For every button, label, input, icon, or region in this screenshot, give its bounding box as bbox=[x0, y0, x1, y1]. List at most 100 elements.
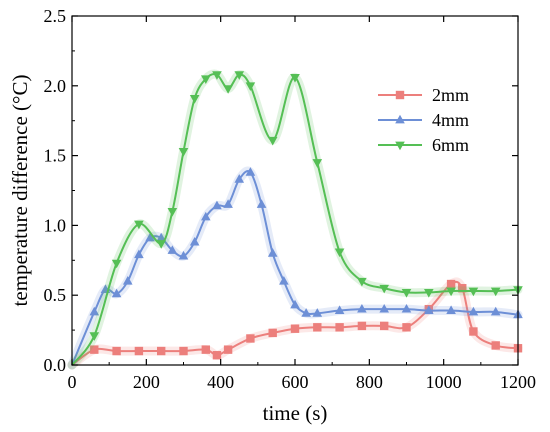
data-point-4mm bbox=[145, 232, 155, 242]
legend-label-6mm: 6mm bbox=[432, 135, 469, 155]
y-tick-label: 2.0 bbox=[44, 76, 67, 96]
legend-item-6mm: 6mm bbox=[378, 135, 469, 155]
data-point-2mm bbox=[134, 346, 144, 356]
data-point-2mm bbox=[157, 346, 166, 356]
data-point-2mm bbox=[380, 321, 389, 331]
data-point-4mm bbox=[379, 303, 389, 313]
data-point-4mm bbox=[446, 305, 456, 314]
legend-marker-4mm bbox=[395, 114, 405, 124]
legend-label-2mm: 2mm bbox=[432, 85, 469, 105]
data-point-4mm bbox=[401, 303, 412, 313]
data-point-6mm bbox=[89, 332, 100, 341]
data-point-6mm bbox=[401, 289, 412, 298]
legend-marker-shape bbox=[395, 90, 405, 100]
data-point-4mm bbox=[301, 308, 311, 317]
data-point-6mm bbox=[312, 159, 323, 168]
data-point-4mm bbox=[167, 245, 178, 254]
y-axis-title: temperature difference (°C) bbox=[8, 75, 32, 307]
y-tick-label: 1.5 bbox=[44, 146, 67, 166]
data-point-2mm bbox=[290, 324, 300, 333]
data-point-4mm bbox=[424, 305, 434, 314]
data-point-2mm bbox=[212, 351, 222, 360]
data-point-6mm bbox=[357, 277, 367, 287]
data-point-6mm bbox=[245, 82, 256, 91]
plot-layer bbox=[67, 69, 523, 370]
data-point-2mm bbox=[469, 327, 478, 336]
data-point-4mm bbox=[223, 199, 233, 208]
data-point-2mm bbox=[335, 323, 344, 332]
data-point-4mm bbox=[212, 200, 222, 210]
data-point-2mm bbox=[179, 346, 188, 356]
data-point-4mm bbox=[111, 288, 122, 298]
data-point-2mm bbox=[491, 341, 500, 350]
data-point-2mm bbox=[446, 279, 456, 289]
data-point-6mm bbox=[167, 208, 178, 217]
x-tick-label: 0 bbox=[68, 372, 77, 392]
data-point-6mm bbox=[156, 240, 166, 249]
data-point-4mm bbox=[468, 306, 479, 316]
data-point-2mm bbox=[313, 323, 322, 332]
data-point-4mm bbox=[245, 167, 256, 176]
series-6mm bbox=[67, 69, 523, 370]
legend: 2mm 4mm 6mm bbox=[378, 85, 469, 155]
legend-item-4mm: 4mm bbox=[378, 110, 469, 130]
legend-marker-6mm bbox=[395, 141, 405, 151]
x-tick-label: 1200 bbox=[500, 372, 536, 392]
data-point-6mm bbox=[424, 289, 434, 298]
data-point-6mm bbox=[111, 259, 122, 269]
x-tick-label: 1000 bbox=[426, 372, 462, 392]
data-point-6mm bbox=[379, 284, 389, 294]
series-2mm bbox=[67, 277, 523, 370]
data-point-6mm bbox=[490, 287, 501, 297]
legend-item-2mm: 2mm bbox=[378, 85, 469, 105]
data-point-6mm bbox=[446, 287, 456, 297]
data-point-6mm bbox=[189, 94, 200, 104]
data-point-6mm bbox=[267, 136, 278, 146]
y-tick-label: 0.5 bbox=[44, 285, 67, 305]
data-point-6mm bbox=[290, 74, 300, 83]
data-point-6mm bbox=[134, 220, 144, 230]
data-point-2mm bbox=[112, 346, 121, 356]
data-point-4mm bbox=[256, 199, 267, 208]
data-point-6mm bbox=[468, 287, 479, 297]
data-point-2mm bbox=[246, 334, 255, 343]
data-point-4mm bbox=[89, 306, 100, 316]
data-point-4mm bbox=[267, 248, 278, 257]
data-point-4mm bbox=[189, 236, 200, 246]
data-point-6mm bbox=[212, 71, 222, 80]
data-point-6mm bbox=[178, 148, 189, 157]
data-point-2mm bbox=[268, 328, 277, 338]
data-point-4mm bbox=[357, 303, 367, 313]
data-point-6mm bbox=[234, 71, 245, 80]
data-point-6mm bbox=[334, 248, 345, 258]
x-axis-title: time (s) bbox=[263, 401, 328, 425]
data-point-2mm bbox=[90, 345, 99, 354]
data-point-4mm bbox=[334, 305, 345, 314]
data-point-2mm bbox=[201, 345, 210, 354]
data-point-2mm bbox=[402, 323, 411, 332]
data-point-4mm bbox=[134, 249, 144, 259]
data-point-4mm bbox=[156, 232, 166, 242]
x-tick-label: 200 bbox=[133, 372, 160, 392]
series-band-4mm bbox=[67, 166, 523, 370]
data-point-4mm bbox=[290, 299, 300, 309]
y-tick-label: 1.0 bbox=[44, 215, 67, 235]
x-tick-label: 400 bbox=[207, 372, 234, 392]
data-point-4mm bbox=[201, 211, 211, 221]
y-tick-label: 2.5 bbox=[44, 6, 67, 26]
data-point-4mm bbox=[122, 276, 133, 285]
data-point-4mm bbox=[312, 308, 323, 317]
data-point-4mm bbox=[279, 276, 289, 285]
data-point-2mm bbox=[357, 321, 367, 331]
x-tick-label: 600 bbox=[282, 372, 309, 392]
series-4mm bbox=[67, 166, 523, 370]
y-tick-label: 0.0 bbox=[44, 355, 67, 375]
data-point-4mm bbox=[178, 250, 189, 260]
data-point-6mm bbox=[223, 85, 233, 94]
legend-label-4mm: 4mm bbox=[432, 110, 469, 130]
data-point-4mm bbox=[234, 174, 245, 183]
data-point-2mm bbox=[223, 345, 233, 354]
data-point-4mm bbox=[490, 306, 501, 316]
legend-marker-shape bbox=[395, 114, 405, 124]
